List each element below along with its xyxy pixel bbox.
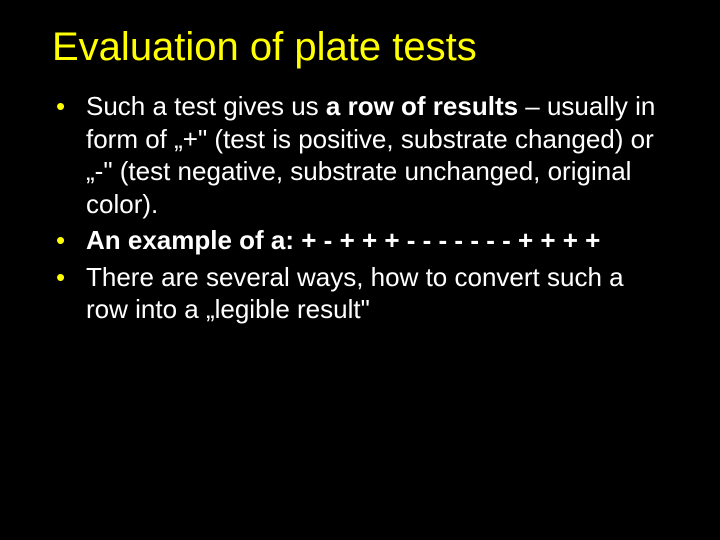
slide: Evaluation of plate tests Such a test gi… — [0, 0, 720, 540]
bullet-list: Such a test gives us a row of results – … — [48, 90, 672, 326]
bullet-text: Such a test gives us — [86, 91, 326, 121]
bullet-bold: An example of a: + - + + + - - - - - - -… — [86, 225, 600, 255]
list-item: There are several ways, how to convert s… — [56, 261, 672, 326]
slide-title: Evaluation of plate tests — [52, 24, 672, 70]
list-item: An example of a: + - + + + - - - - - - -… — [56, 224, 672, 257]
bullet-bold: a row of results — [326, 91, 518, 121]
list-item: Such a test gives us a row of results – … — [56, 90, 672, 220]
bullet-text: There are several ways, how to convert s… — [86, 262, 624, 325]
